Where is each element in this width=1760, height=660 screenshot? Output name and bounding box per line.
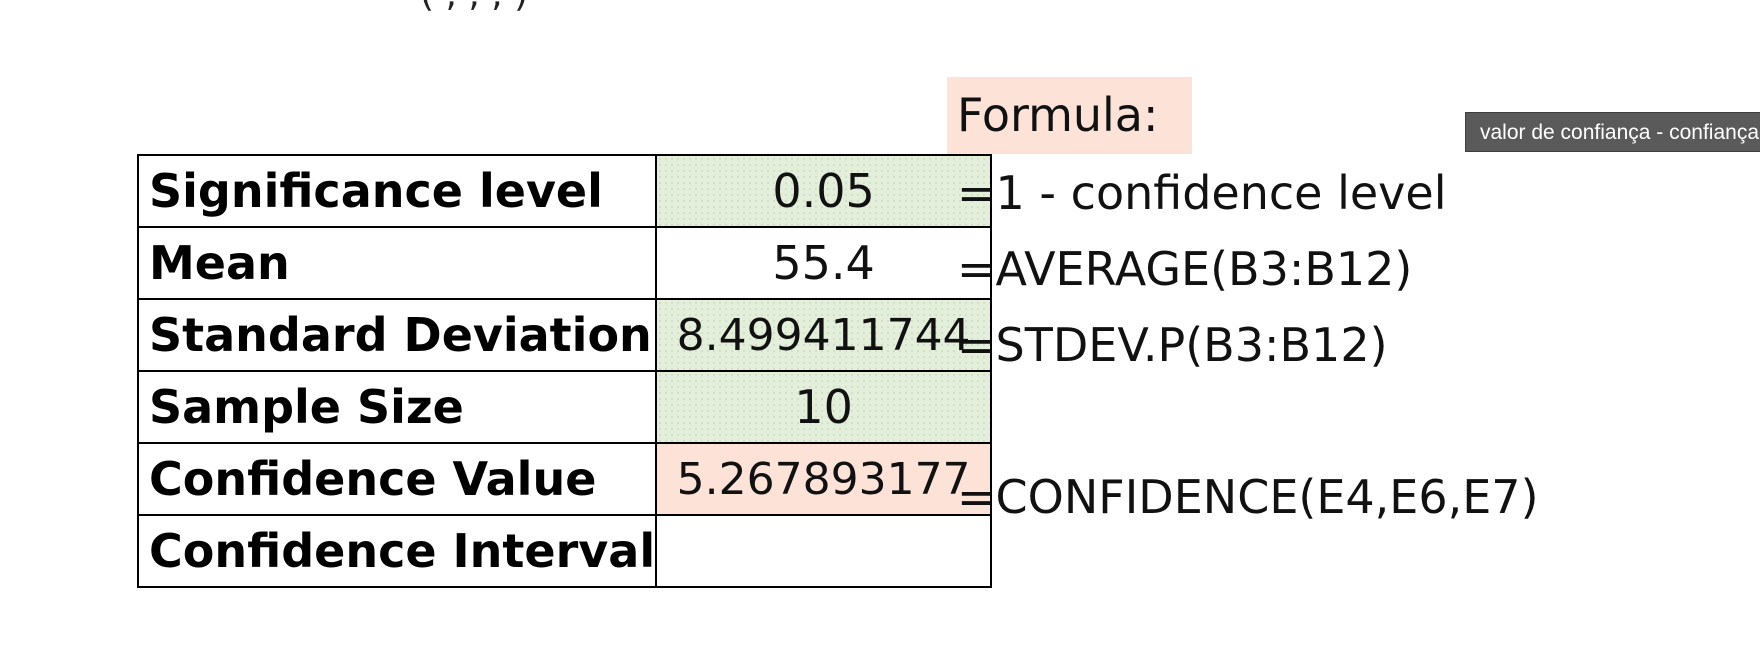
formula-text[interactable]: =CONFIDENCE(E4,E6,E7) bbox=[957, 470, 1539, 524]
label-cell[interactable]: Mean bbox=[136, 226, 658, 300]
label-cell[interactable]: Confidence Interval bbox=[136, 514, 658, 588]
value-cell[interactable]: 5.267893177 bbox=[655, 442, 993, 516]
table-row: Mean 55.4 bbox=[136, 226, 993, 300]
table-row: Confidence Interval bbox=[136, 514, 993, 588]
formula-text[interactable]: =AVERAGE(B3:B12) bbox=[957, 242, 1413, 296]
value-cell[interactable]: 0.05 bbox=[655, 154, 993, 228]
label-cell[interactable]: Confidence Value bbox=[136, 442, 658, 516]
formula-text[interactable]: =1 - confidence level bbox=[957, 166, 1447, 220]
cell-tooltip: valor de confiança - confiança bbox=[1465, 112, 1760, 152]
table-row: Standard Deviation 8.499411744 bbox=[136, 298, 993, 372]
label-cell[interactable]: Significance level bbox=[136, 154, 658, 228]
label-cell[interactable]: Standard Deviation bbox=[136, 298, 658, 372]
formula-text[interactable]: =STDEV.P(B3:B12) bbox=[957, 318, 1388, 372]
formula-header-cell[interactable]: Formula: bbox=[947, 77, 1192, 154]
statistics-table: Significance level 0.05 Mean 55.4 Standa… bbox=[136, 154, 993, 588]
value-cell[interactable]: 55.4 bbox=[655, 226, 993, 300]
clipped-top-text: ( , , , ) bbox=[420, 0, 528, 15]
value-cell[interactable] bbox=[655, 514, 993, 588]
value-cell[interactable]: 8.499411744 bbox=[655, 298, 993, 372]
table-row: Confidence Value 5.267893177 bbox=[136, 442, 993, 516]
table-row: Sample Size 10 bbox=[136, 370, 993, 444]
table-row: Significance level 0.05 bbox=[136, 154, 993, 228]
label-cell[interactable]: Sample Size bbox=[136, 370, 658, 444]
value-cell[interactable]: 10 bbox=[655, 370, 993, 444]
